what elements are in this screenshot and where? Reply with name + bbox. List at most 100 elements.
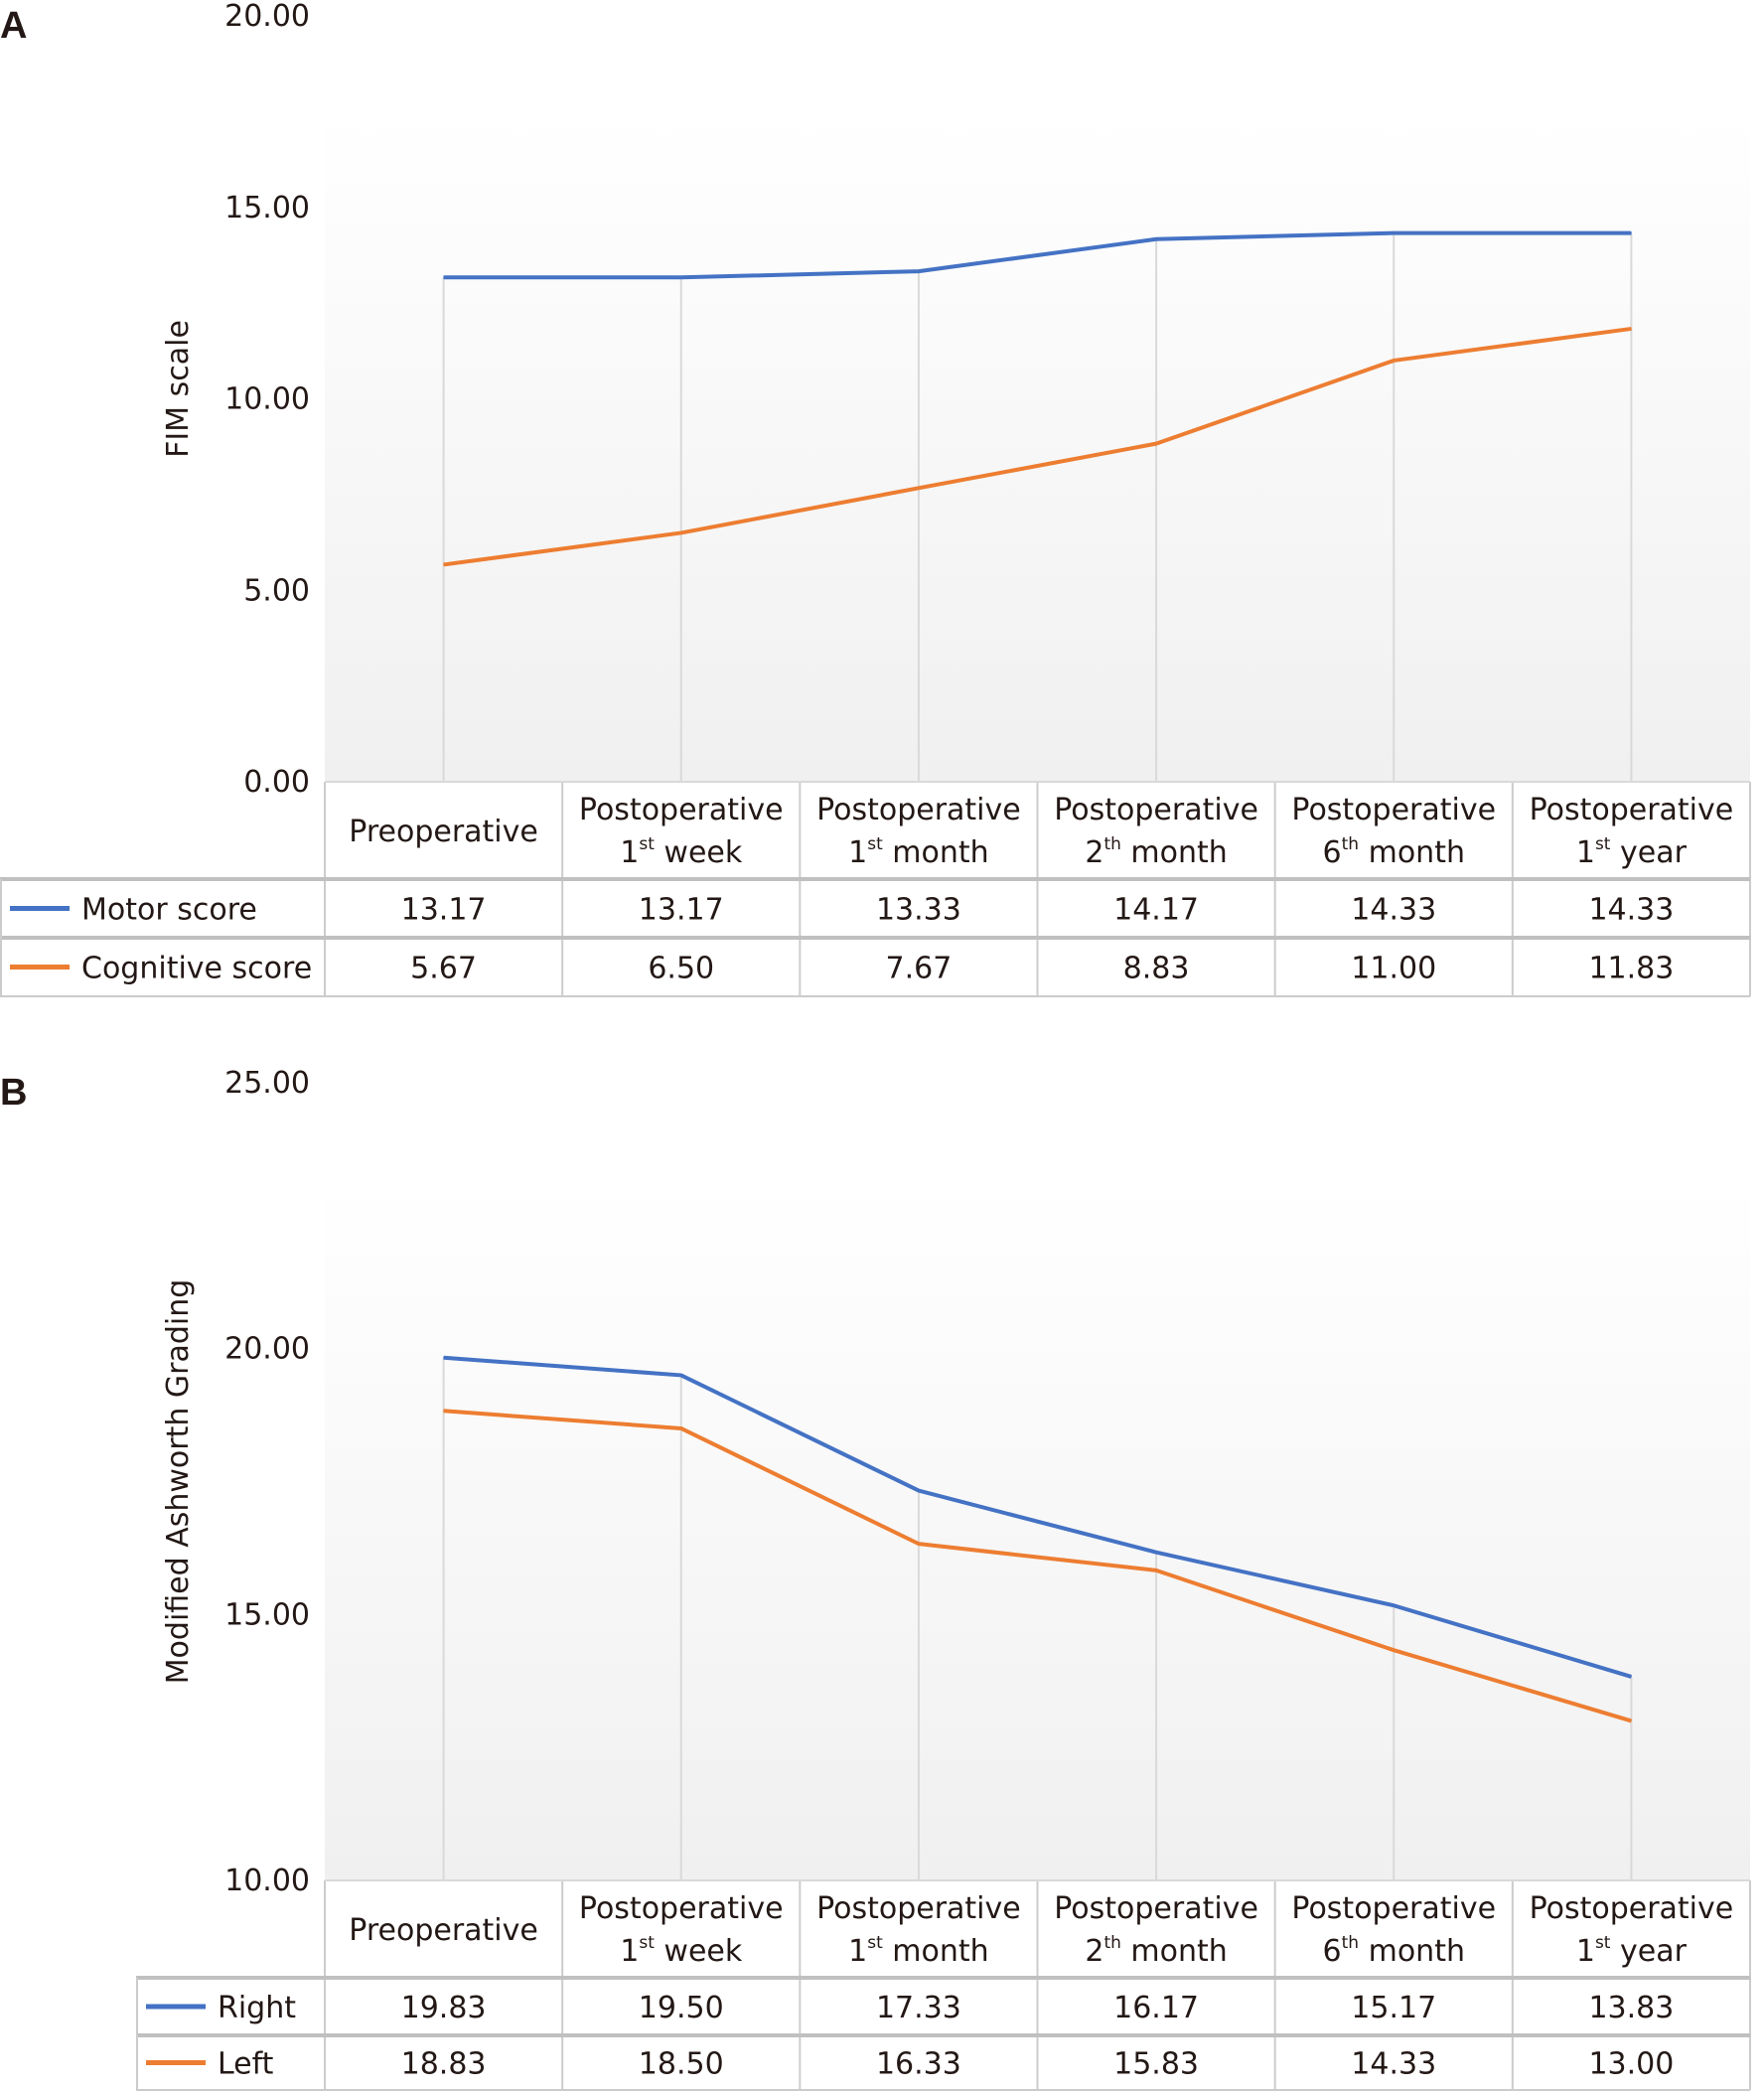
x-category-label: Preoperative	[349, 815, 538, 849]
x-category-label: 6th month	[1323, 1933, 1465, 1969]
data-point	[1630, 1719, 1632, 1721]
table-cell-value: 14.33	[1351, 893, 1436, 928]
data-point	[1630, 232, 1632, 234]
x-category-label: 6th month	[1323, 834, 1465, 870]
x-category-label: Postoperative	[1530, 1891, 1734, 1926]
ordinal-number: 6	[1323, 1934, 1342, 1969]
ordinal-suffix: st	[639, 834, 655, 854]
ordinal-suffix: th	[1342, 1933, 1359, 1953]
ordinal-number: 1	[848, 835, 867, 870]
data-point	[918, 487, 920, 489]
ordinal-suffix: st	[639, 1933, 655, 1953]
data-point	[1155, 1552, 1157, 1554]
table-cell-value: 13.17	[401, 893, 487, 928]
data-point	[1393, 232, 1395, 234]
table-cell-value: 6.50	[648, 952, 714, 986]
y-tick-label: 0.00	[243, 765, 310, 800]
period-unit: week	[655, 835, 743, 870]
x-category-label: 2th month	[1085, 834, 1227, 870]
series-line-left	[443, 1409, 1632, 1723]
x-category-label: Postoperative	[1291, 1891, 1496, 1926]
period-unit: week	[655, 1934, 743, 1969]
data-point	[918, 1543, 920, 1545]
table-cell-value: 13.83	[1588, 1991, 1674, 2025]
series-line-cognitive-score	[443, 326, 1632, 567]
data-point	[443, 563, 445, 565]
ordinal-suffix: st	[867, 1933, 883, 1953]
data-point	[680, 1374, 682, 1376]
period-unit: month	[883, 1934, 989, 1969]
panel-label: B	[0, 1072, 27, 1114]
period-unit: month	[883, 835, 989, 870]
ordinal-suffix: th	[1342, 834, 1359, 854]
data-point	[443, 1357, 445, 1359]
period-unit: year	[1610, 835, 1687, 870]
panel-label: A	[0, 5, 27, 47]
table-cell-value: 8.83	[1123, 952, 1190, 986]
series-line-motor-score	[443, 230, 1632, 280]
ordinal-number: 1	[620, 1934, 639, 1969]
legend-label: Right	[218, 1991, 296, 2025]
y-tick-label: 15.00	[224, 1597, 310, 1632]
x-category-label: Postoperative	[1291, 793, 1496, 827]
ordinal-number: 6	[1323, 835, 1342, 870]
plot-area	[325, 113, 1750, 782]
table-cell-value: 14.33	[1588, 893, 1674, 928]
data-point	[680, 276, 682, 278]
legend-label: Motor score	[81, 893, 257, 928]
data-point	[443, 1410, 445, 1412]
y-axis-label: Modified Ashworth Grading	[161, 1279, 196, 1685]
x-category-label: 1st year	[1576, 834, 1688, 870]
ordinal-number: 1	[620, 835, 639, 870]
table-cell-value: 18.83	[401, 2047, 487, 2082]
series-line-right	[443, 1355, 1632, 1679]
table-cell-value: 16.33	[876, 2047, 961, 2082]
x-category-label: Postoperative	[579, 1891, 784, 1926]
y-tick-label: 25.00	[224, 1066, 310, 1101]
period-unit: year	[1610, 1934, 1687, 1969]
x-category-label: Postoperative	[1054, 793, 1258, 827]
data-point	[1393, 1649, 1395, 1651]
y-tick-label: 20.00	[224, 1332, 310, 1367]
chart-a: A 0.00 5.00 10.00 15.00 20.00 FIM scale Preoper…	[0, 0, 1751, 997]
table-cell-value: 16.17	[1113, 1991, 1199, 2025]
period-unit: month	[1359, 835, 1465, 870]
ordinal-suffix: st	[1595, 834, 1611, 854]
ordinal-suffix: th	[1103, 834, 1120, 854]
table-cell-value: 15.17	[1351, 1991, 1436, 2025]
data-point	[1155, 443, 1157, 445]
data-point	[1393, 1604, 1395, 1606]
table-cell-value: 13.33	[876, 893, 961, 928]
data-point	[1630, 328, 1632, 330]
period-unit: month	[1121, 835, 1228, 870]
data-point	[680, 1427, 682, 1429]
table-cell-value: 13.00	[1588, 2047, 1674, 2082]
table-cell-value: 11.00	[1351, 952, 1436, 986]
legend-label: Cognitive score	[81, 952, 312, 986]
data-point	[443, 276, 445, 278]
legend-label: Left	[218, 2047, 274, 2082]
table-cell-value: 19.83	[401, 1991, 487, 2025]
table-cell-value: 11.83	[1588, 952, 1674, 986]
x-category-label: 1st year	[1576, 1933, 1688, 1969]
plot-area	[325, 1177, 1750, 1880]
y-tick-label: 10.00	[224, 382, 310, 417]
ordinal-suffix: st	[867, 834, 883, 854]
table-cell-value: 7.67	[886, 952, 953, 986]
table-cell-value: 14.17	[1113, 893, 1199, 928]
ordinal-number: 2	[1085, 835, 1103, 870]
data-point	[680, 531, 682, 533]
x-category-label: Postoperative	[816, 793, 1021, 827]
data-point	[918, 270, 920, 272]
ordinal-number: 2	[1085, 1934, 1103, 1969]
period-unit: month	[1121, 1934, 1228, 1969]
ordinal-number: 1	[848, 1934, 867, 1969]
table-cell-value: 17.33	[876, 1991, 961, 2025]
data-point	[1630, 1676, 1632, 1678]
table-cell-value: 18.50	[639, 2047, 724, 2082]
table-cell-value: 19.50	[639, 1991, 724, 2025]
x-category-label: 1st week	[620, 834, 743, 870]
